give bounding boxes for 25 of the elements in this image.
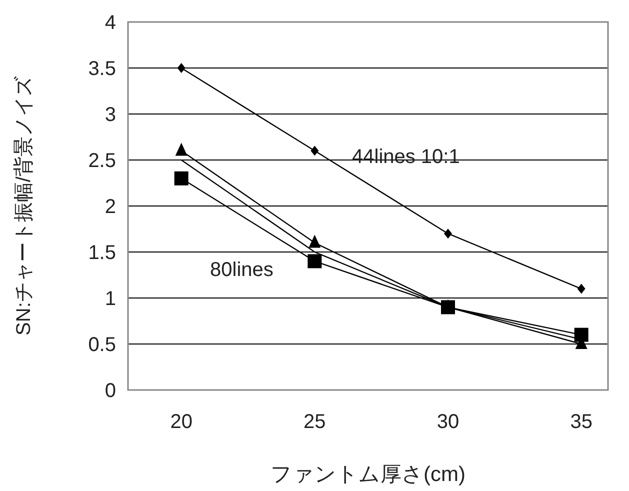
point bbox=[310, 146, 319, 156]
x-axis-title: ファントム厚さ(cm) bbox=[270, 463, 466, 486]
point bbox=[308, 254, 322, 268]
point bbox=[175, 142, 188, 156]
y-tick-label: 2.5 bbox=[88, 150, 116, 172]
x-tick-label: 35 bbox=[570, 411, 592, 433]
y-tick-label: 4 bbox=[104, 12, 116, 34]
y-tick-label: 1.5 bbox=[88, 242, 116, 264]
point bbox=[174, 171, 188, 186]
point bbox=[308, 234, 321, 248]
x-tick-label: 20 bbox=[170, 411, 192, 433]
x-tick-label: 25 bbox=[304, 411, 326, 433]
annotation: 80lines bbox=[210, 259, 274, 281]
y-tick-label: 0.5 bbox=[88, 334, 116, 356]
y-tick-label: 0 bbox=[104, 380, 116, 402]
y-tick-label: 3 bbox=[104, 104, 116, 126]
y-tick-label: 3.5 bbox=[88, 58, 116, 80]
y-tick-label: 2 bbox=[104, 196, 116, 218]
point bbox=[574, 328, 588, 342]
x-tick-label: 30 bbox=[436, 411, 460, 433]
y-axis-title: SN:チャート振幅/背景ノイズ bbox=[13, 76, 35, 336]
y-tick-label: 1 bbox=[104, 288, 116, 310]
point bbox=[577, 284, 586, 294]
point bbox=[444, 228, 452, 239]
point bbox=[177, 63, 186, 73]
